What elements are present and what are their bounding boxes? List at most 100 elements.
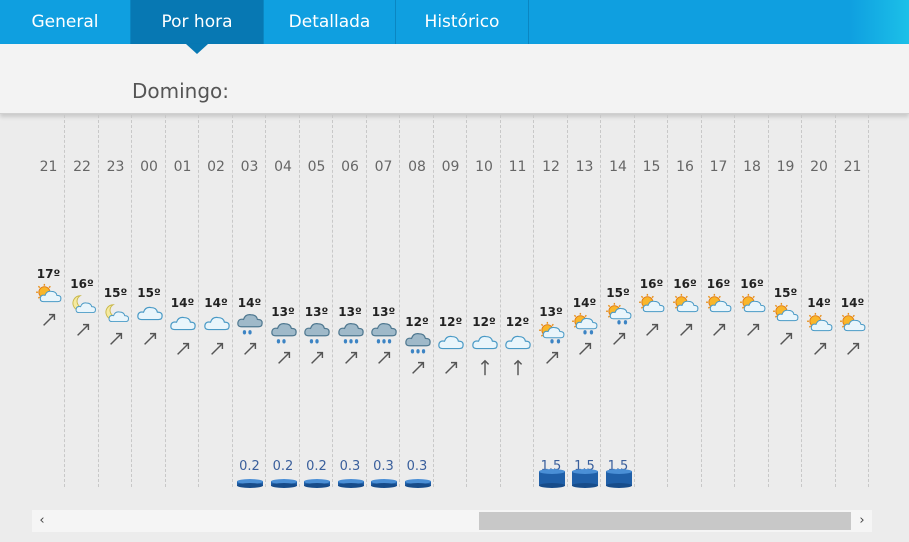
precipitation-label: 0.3 bbox=[339, 459, 361, 474]
precipitation-bar bbox=[237, 479, 263, 488]
wind-direction-icon bbox=[780, 333, 793, 346]
rain-cloud-icon bbox=[304, 323, 330, 344]
hour-column: 07 13º 0.3 bbox=[367, 115, 400, 488]
day-title: Domingo: bbox=[132, 79, 230, 103]
sun-cloud-icon bbox=[840, 312, 866, 331]
scrollbar-thumb[interactable] bbox=[479, 512, 851, 530]
wind-direction-icon bbox=[143, 333, 156, 346]
wind-direction-icon bbox=[579, 342, 592, 355]
wind-direction-icon bbox=[445, 361, 458, 374]
hour-label: 21 bbox=[39, 159, 58, 175]
temperature-label: 16º bbox=[70, 276, 94, 291]
hour-label: 13 bbox=[575, 159, 594, 175]
moon-cloud-icon bbox=[105, 304, 129, 323]
hour-column: 09 12º bbox=[434, 115, 467, 487]
hour-column: 14 15º 1.5 bbox=[602, 115, 635, 488]
wind-direction-icon bbox=[411, 361, 424, 374]
precipitation-label: 0.3 bbox=[373, 459, 394, 474]
hour-column: 00 15º bbox=[133, 115, 166, 487]
temperature-label: 12º bbox=[505, 315, 530, 329]
hour-label: 22 bbox=[73, 159, 91, 175]
wind-direction-icon bbox=[713, 323, 726, 336]
temperature-label: 15º bbox=[137, 286, 161, 301]
hour-label: 15 bbox=[642, 159, 661, 175]
temperature-label: 12º bbox=[405, 315, 429, 329]
temperature-label: 13º bbox=[271, 305, 295, 320]
hour-column: 01 14º bbox=[166, 115, 199, 487]
hour-column: 10 12º bbox=[468, 115, 501, 487]
hour-column: 21 14º bbox=[836, 115, 869, 487]
hour-column: 02 14º bbox=[200, 115, 233, 487]
sun-cloud-icon bbox=[806, 312, 832, 331]
hour-label: 20 bbox=[810, 159, 828, 175]
hour-column: 12 13º 1.5 bbox=[535, 115, 568, 488]
horizontal-scrollbar[interactable]: ‹ › bbox=[32, 510, 872, 532]
hour-column: 13 14º 1.5 bbox=[568, 115, 601, 488]
temperature-label: 15º bbox=[773, 286, 798, 301]
tab-general[interactable]: General bbox=[0, 0, 131, 44]
hour-column: 18 16º bbox=[736, 115, 769, 487]
precipitation-bar bbox=[337, 479, 364, 488]
wind-direction-icon bbox=[344, 352, 357, 365]
wind-direction-icon bbox=[177, 342, 190, 355]
scroll-left-arrow-icon[interactable]: ‹ bbox=[39, 513, 45, 528]
temperature-label: 13º bbox=[539, 305, 563, 320]
sun-cloud-icon bbox=[672, 293, 698, 312]
tab-detallada[interactable]: Detallada bbox=[264, 0, 396, 44]
precipitation-bar bbox=[605, 469, 632, 488]
precipitation-bar bbox=[404, 479, 431, 488]
temperature-label: 14º bbox=[572, 295, 597, 310]
hour-column: 04 13º 0.2 bbox=[267, 115, 300, 488]
tab-historico[interactable]: Histórico bbox=[396, 0, 529, 44]
hour-label: 03 bbox=[240, 159, 259, 175]
hour-label: 02 bbox=[207, 159, 225, 175]
day-header: Domingo: bbox=[0, 44, 909, 114]
temperature-label: 14º bbox=[237, 295, 262, 310]
wind-direction-icon bbox=[813, 342, 826, 355]
wind-direction-icon bbox=[378, 352, 391, 365]
tab-bar: General Por hora Detallada Histórico bbox=[0, 0, 909, 54]
hour-label: 07 bbox=[374, 159, 393, 175]
wind-direction-icon bbox=[646, 323, 659, 336]
precipitation-label: 0.2 bbox=[272, 459, 294, 474]
cloud-icon bbox=[170, 316, 196, 330]
hour-column: 08 12º 0.3 bbox=[401, 115, 434, 488]
hour-label: 17 bbox=[709, 159, 728, 175]
hourly-forecast-grid: 21 17º 22 16º 23 15º 00 15º 01 14º 02 14º 03 14º 0.2 04… bbox=[0, 115, 909, 510]
temperature-label: 16º bbox=[706, 276, 731, 291]
temperature-label: 14º bbox=[204, 295, 228, 310]
scroll-right-arrow-icon[interactable]: › bbox=[859, 513, 865, 528]
cloud-icon bbox=[505, 335, 531, 350]
precipitation-label: 0.3 bbox=[406, 459, 428, 474]
hour-column: 11 12º bbox=[501, 115, 534, 487]
moon-cloud-icon bbox=[71, 294, 96, 313]
hour-column: 23 15º bbox=[99, 115, 132, 487]
wind-direction-icon bbox=[210, 342, 223, 355]
hour-label: 14 bbox=[609, 159, 627, 175]
precipitation-label: 0.2 bbox=[239, 459, 260, 474]
cloud-icon bbox=[136, 306, 163, 321]
wind-direction-icon bbox=[480, 359, 489, 376]
hour-label: 21 bbox=[843, 159, 862, 175]
wind-direction-icon bbox=[244, 342, 257, 355]
sun-cloud-icon bbox=[706, 293, 732, 312]
hour-column: 20 14º bbox=[803, 115, 836, 487]
hour-column: 21 17º bbox=[32, 115, 65, 487]
hour-label: 05 bbox=[307, 159, 326, 175]
temperature-label: 15º bbox=[103, 286, 128, 301]
tab-por-hora[interactable]: Por hora bbox=[131, 0, 264, 54]
temperature-label: 14º bbox=[170, 295, 195, 310]
precipitation-bar bbox=[304, 479, 330, 488]
hour-column: 22 16º bbox=[66, 115, 99, 487]
temperature-label: 17º bbox=[36, 267, 61, 281]
hour-label: 10 bbox=[475, 159, 493, 175]
wind-direction-icon bbox=[545, 352, 558, 365]
hour-column: 17 16º bbox=[702, 115, 735, 487]
sun-rain-icon bbox=[538, 322, 564, 344]
wind-direction-icon bbox=[43, 313, 56, 326]
temperature-label: 16º bbox=[740, 276, 764, 291]
hour-column: 16 16º bbox=[669, 115, 702, 487]
temperature-label: 16º bbox=[673, 276, 697, 291]
hour-label: 12 bbox=[542, 159, 560, 175]
hour-label: 11 bbox=[508, 159, 527, 175]
